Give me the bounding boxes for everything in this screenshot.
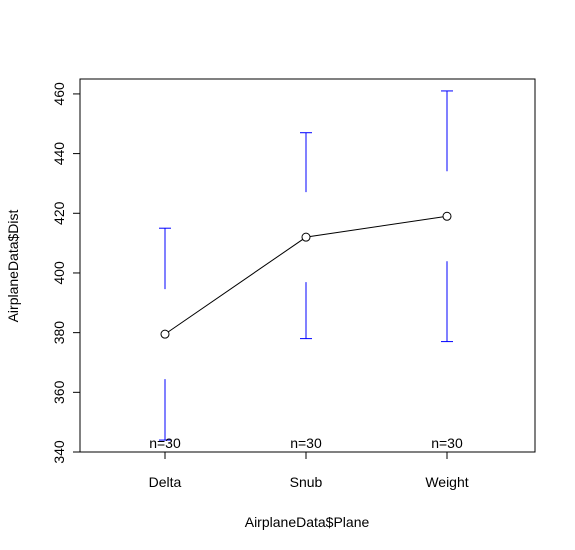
error-bars [159, 90, 453, 441]
y-axis-label: AirplaneData$Dist [5, 209, 21, 322]
x-axis: Delta Snub Weight [149, 451, 469, 490]
x-axis-label: AirplaneData$Plane [245, 514, 370, 530]
n-label: n=30 [149, 435, 181, 451]
data-points [160, 211, 452, 339]
y-tick-label: 460 [51, 82, 67, 106]
y-axis: 340 360 380 400 420 440 460 [51, 82, 81, 464]
data-point [442, 211, 452, 221]
y-tick-label: 340 [51, 440, 67, 464]
x-tick-label: Delta [149, 474, 182, 490]
n-label: n=30 [431, 435, 463, 451]
y-tick-label: 400 [51, 261, 67, 285]
y-tick-label: 360 [51, 380, 67, 404]
y-tick-label: 420 [51, 201, 67, 225]
x-tick-label: Snub [290, 474, 323, 490]
n-labels: n=30 n=30 n=30 [149, 435, 463, 451]
y-tick-label: 380 [51, 321, 67, 345]
x-tick-label: Weight [425, 474, 468, 490]
plot-box [79, 78, 536, 453]
error-bar [300, 132, 312, 340]
data-point [160, 329, 170, 339]
error-bar [441, 90, 453, 343]
error-bar [159, 227, 171, 441]
n-label: n=30 [290, 435, 322, 451]
data-point [301, 232, 311, 242]
y-tick-label: 440 [51, 142, 67, 166]
